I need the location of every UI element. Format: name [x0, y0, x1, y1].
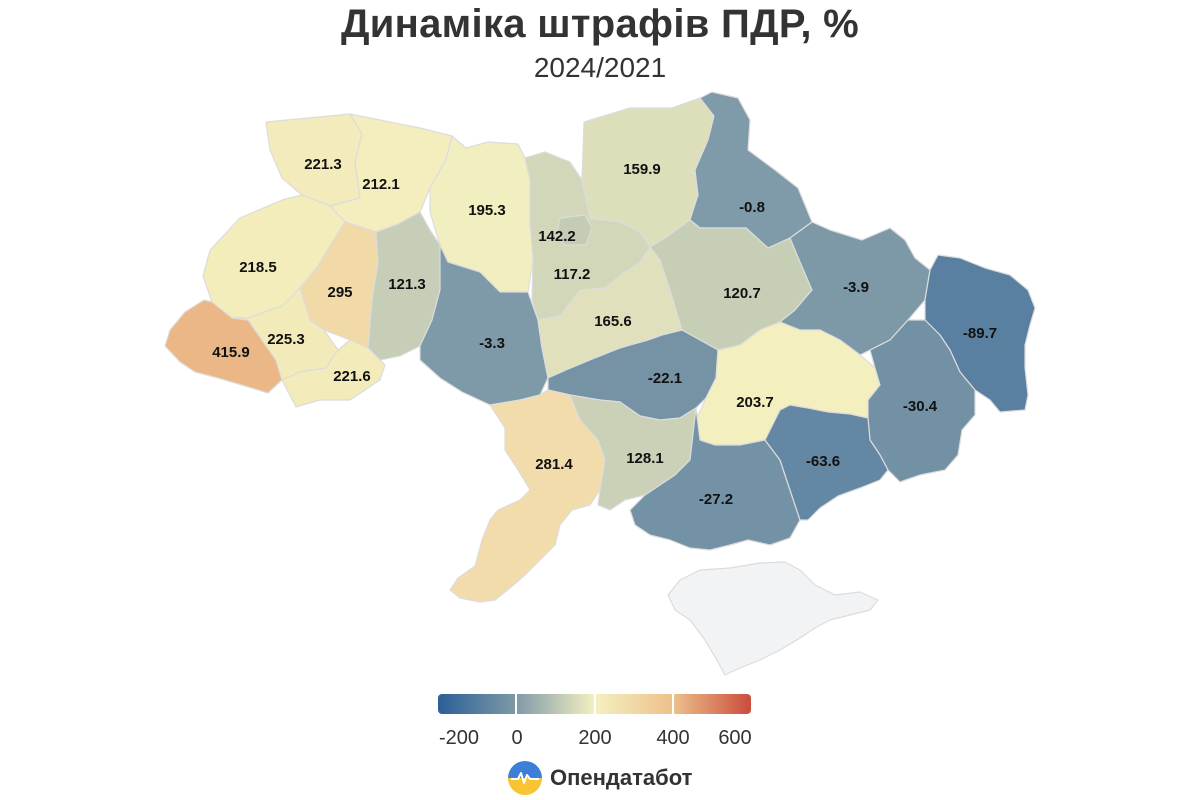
ukraine-map: 221.3 212.1 195.3 142.2 117.2 159.9 -0.8 218.5 2… [164, 91, 1036, 676]
region-label-odesa: 281.4 [535, 456, 573, 473]
region-donetsk[interactable] [867, 319, 976, 483]
brand-icon [508, 761, 542, 795]
region-label-luhansk: -89.7 [963, 325, 997, 342]
region-label-chernivtsi: 221.6 [333, 368, 371, 385]
region-label-dnipropetrovsk: 203.7 [736, 394, 774, 411]
region-zaporizhzhia[interactable] [764, 404, 889, 521]
legend-tick: 200 [578, 727, 612, 749]
region-label-kharkiv: -3.9 [843, 279, 869, 296]
region-label-ternopil: 295 [327, 284, 352, 301]
region-label-rivne: 212.1 [362, 176, 400, 193]
region-label-khmelnytskyi: 121.3 [388, 276, 426, 293]
region-label-vinnytsia: -3.3 [479, 335, 505, 352]
chart-subtitle: 2024/2021 [533, 52, 667, 83]
region-label-cherkasy: 165.6 [594, 313, 632, 330]
region-label-chernihiv: 159.9 [623, 161, 661, 178]
region-label-kirovohrad: -22.1 [648, 370, 682, 387]
region-label-mykolaiv: 128.1 [626, 450, 664, 467]
region-crimea[interactable] [667, 561, 879, 676]
region-label-zaporizhzhia: -63.6 [806, 453, 840, 470]
region-kyiv-city[interactable] [556, 214, 593, 246]
legend-tick: 400 [656, 727, 690, 749]
region-label-kherson: -27.2 [699, 491, 733, 508]
region-label-kyiv-city: 117.2 [554, 266, 591, 283]
region-chernivtsi[interactable] [281, 339, 386, 408]
chart-title: Динаміка штрафів ПДР, % [340, 2, 860, 46]
brand-name: Опендатабот [550, 765, 693, 790]
region-label-poltava: 120.7 [723, 285, 761, 302]
brand-logo: Опендатабот [508, 758, 692, 798]
region-kherson[interactable] [629, 407, 801, 551]
region-label-volyn: 221.3 [304, 156, 342, 173]
region-label-zhytomyr: 195.3 [468, 202, 506, 219]
region-label-donetsk: -30.4 [903, 398, 938, 415]
region-label-lviv: 218.5 [239, 259, 277, 276]
legend-separator [672, 694, 674, 714]
legend-separator [594, 694, 596, 714]
legend-tick: -200 [438, 727, 480, 749]
region-label-ivano-frankivsk: 225.3 [267, 331, 305, 348]
legend-tick: 600 [718, 727, 752, 749]
legend-separator [515, 694, 517, 714]
region-label-kyiv-oblast: 142.2 [538, 228, 576, 245]
legend-tick: 0 [511, 727, 523, 749]
region-label-sumy: -0.8 [739, 199, 765, 216]
region-label-zakarpattia: 415.9 [212, 344, 250, 361]
